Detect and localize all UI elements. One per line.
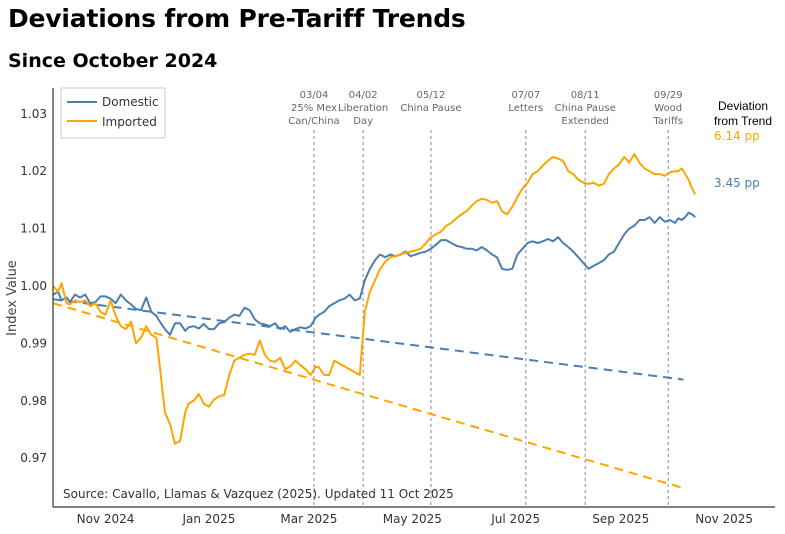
- y-tick-label: 0.97: [20, 451, 47, 465]
- y-tick-label: 1.00: [20, 279, 47, 293]
- deviation-header-line2: from Trend: [714, 114, 772, 128]
- event-label: Letters: [508, 103, 543, 114]
- x-tick-label: Nov 2024: [77, 512, 135, 526]
- x-tick-label: Jan 2025: [181, 512, 235, 526]
- event-label: 04/02: [349, 90, 378, 101]
- event-label: 03/04: [300, 90, 329, 101]
- y-tick-label: 1.01: [20, 222, 47, 236]
- y-tick-label: 0.99: [20, 336, 47, 350]
- x-tick-label: Nov 2025: [695, 512, 753, 526]
- y-tick-label: 1.02: [20, 164, 47, 178]
- x-tick-label: Sep 2025: [592, 512, 649, 526]
- legend-label-domestic: Domestic: [102, 95, 159, 109]
- event-label: 08/11: [571, 90, 600, 101]
- legend-label-imported: Imported: [102, 115, 157, 129]
- event-label: Extended: [561, 116, 609, 127]
- event-label: China Pause: [555, 103, 616, 114]
- trend-lines: [52, 298, 684, 490]
- trend-line-domestic: [52, 298, 684, 381]
- series-lines: [52, 153, 697, 445]
- event-label: China Pause: [400, 103, 461, 114]
- y-tick-labels: 0.97 0.98 0.99 1.00 1.01 1.02 1.03: [20, 107, 47, 465]
- event-label: 25% Mex: [291, 103, 337, 114]
- deviation-header-line1: Deviation: [718, 99, 768, 113]
- deviation-domestic-value: 3.45 pp: [714, 176, 760, 190]
- event-markers: 03/04 25% Mex Can/China 04/02 Liberation Day 0…: [288, 90, 683, 507]
- event-label: 09/29: [654, 90, 683, 101]
- event-label: Liberation: [338, 103, 388, 114]
- x-tick-label: Mar 2025: [280, 512, 337, 526]
- y-tick-label: 0.98: [20, 394, 47, 408]
- trend-line-imported: [52, 302, 684, 490]
- chart-subtitle: Since October 2024: [8, 50, 218, 72]
- event-label: 05/12: [417, 90, 446, 101]
- event-label: Tariffs: [652, 116, 683, 127]
- deviation-imported-value: 6.14 pp: [714, 129, 760, 143]
- legend-box: [60, 87, 166, 139]
- x-tick-labels: Nov 2024 Jan 2025 Mar 2025 May 2025 Jul 2025…: [77, 512, 753, 526]
- chart-title: Deviations from Pre-Tariff Trends: [8, 4, 466, 33]
- y-tick-label: 1.03: [20, 107, 47, 121]
- x-tick-label: Jul 2025: [490, 512, 540, 526]
- legend: Domestic Imported: [60, 87, 166, 139]
- x-tick-label: May 2025: [383, 512, 442, 526]
- event-label: Wood: [654, 103, 682, 114]
- event-label: Can/China: [288, 116, 339, 127]
- event-label: Day: [353, 116, 373, 127]
- series-line-domestic: [52, 211, 696, 336]
- series-line-imported: [52, 153, 697, 445]
- source-note: Source: Cavallo, Llamas & Vazquez (2025)…: [63, 487, 454, 501]
- y-axis-label: Index Value: [5, 260, 20, 336]
- event-label: 07/07: [511, 90, 540, 101]
